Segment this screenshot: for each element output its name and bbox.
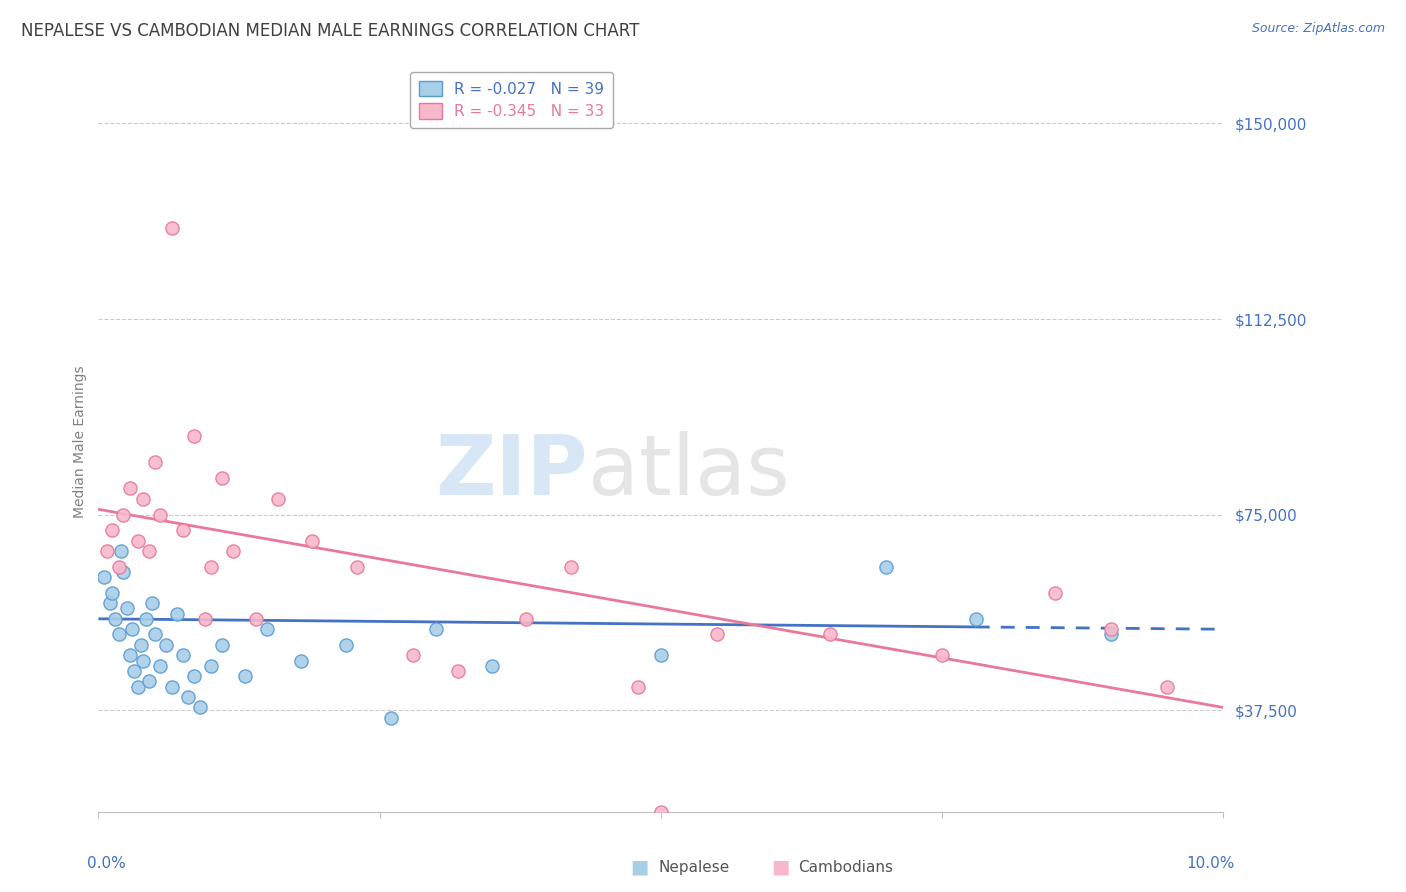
Text: ■: ■ (770, 857, 790, 877)
Point (183, 429, 205, 443)
Point (194, 612, 217, 626)
Point (875, 559, 897, 574)
Point (110, 544, 132, 558)
Text: Cambodians: Cambodians (799, 860, 894, 874)
Point (256, 622, 278, 636)
Point (149, 508, 172, 522)
Point (1099, 627, 1122, 641)
Point (143, 627, 166, 641)
Text: 10.0%: 10.0% (1187, 856, 1234, 871)
Point (177, 690, 200, 704)
Point (112, 565, 135, 579)
Point (107, 559, 129, 574)
Point (222, 544, 245, 558)
Point (132, 653, 155, 667)
Text: NEPALESE VS CAMBODIAN MEDIAN MALE EARNINGS CORRELATION CHART: NEPALESE VS CAMBODIAN MEDIAN MALE EARNIN… (21, 22, 640, 40)
Point (1043, 586, 1066, 600)
Point (818, 627, 841, 641)
Point (104, 612, 127, 626)
Point (346, 559, 368, 574)
Point (245, 612, 267, 626)
Point (118, 648, 141, 663)
Point (98, 596, 121, 610)
Text: ZIP: ZIP (436, 431, 588, 512)
Point (965, 612, 987, 626)
Point (200, 559, 222, 574)
Point (211, 638, 233, 652)
Point (301, 533, 323, 548)
Point (124, 664, 146, 678)
Point (627, 680, 650, 694)
Legend: R = -0.027   N = 39, R = -0.345   N = 33: R = -0.027 N = 39, R = -0.345 N = 33 (409, 71, 613, 128)
Point (1099, 622, 1122, 636)
Point (211, 471, 233, 485)
Point (335, 638, 357, 652)
Point (515, 612, 537, 626)
Text: Source: ZipAtlas.com: Source: ZipAtlas.com (1251, 22, 1385, 36)
Point (290, 653, 312, 667)
Point (155, 638, 177, 652)
Text: 0.0%: 0.0% (87, 856, 127, 871)
Point (96, 544, 118, 558)
Point (402, 648, 425, 663)
Point (1156, 680, 1178, 694)
Point (129, 638, 152, 652)
Point (101, 523, 124, 537)
Point (132, 491, 155, 506)
Point (650, 648, 672, 663)
Y-axis label: Median Male Earnings: Median Male Earnings (73, 365, 87, 518)
Point (112, 508, 135, 522)
Point (172, 523, 194, 537)
Point (107, 627, 129, 641)
Point (160, 680, 183, 694)
Point (138, 544, 160, 558)
Point (560, 559, 582, 574)
Point (121, 622, 143, 636)
Point (188, 700, 211, 714)
Point (141, 596, 163, 610)
Point (650, 805, 672, 819)
Point (166, 607, 188, 621)
Point (931, 648, 953, 663)
Point (380, 711, 402, 725)
Point (706, 627, 728, 641)
Point (138, 674, 160, 689)
Point (101, 586, 124, 600)
Point (172, 648, 194, 663)
Point (115, 601, 138, 615)
Point (183, 669, 205, 683)
Point (143, 455, 166, 469)
Point (160, 220, 183, 235)
Text: ■: ■ (630, 857, 650, 877)
Point (447, 664, 470, 678)
Point (425, 622, 447, 636)
Point (149, 658, 172, 673)
Point (481, 658, 503, 673)
Point (127, 680, 149, 694)
Point (233, 669, 256, 683)
Point (267, 491, 290, 506)
Point (200, 658, 222, 673)
Point (135, 612, 157, 626)
Point (93, 570, 115, 584)
Point (127, 533, 149, 548)
Text: Nepalese: Nepalese (658, 860, 730, 874)
Point (118, 482, 141, 496)
Text: atlas: atlas (588, 431, 789, 512)
